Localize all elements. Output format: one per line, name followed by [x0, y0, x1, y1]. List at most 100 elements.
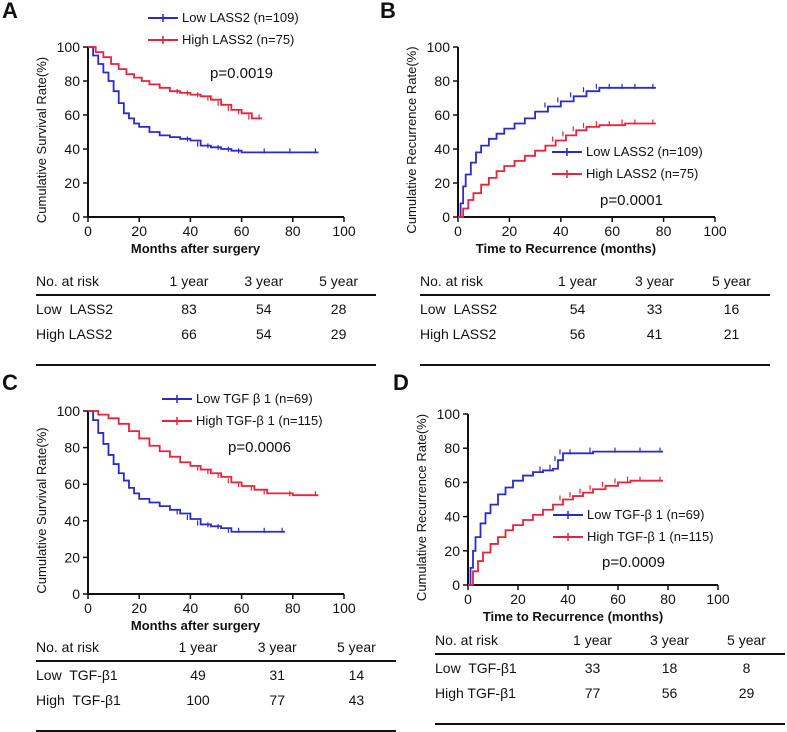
risk-count: 54 [569, 300, 586, 317]
risk-count: 56 [661, 684, 678, 701]
risk-count: 18 [661, 659, 678, 676]
risk-count: 66 [181, 325, 197, 342]
legend-label: High LASS2 (n=75) [182, 32, 294, 47]
risk-table-b: No. at risk 1 year 3 year 5 year Low LASS2 54… [420, 268, 770, 366]
legend-label: Low LASS2 (n=109) [586, 144, 703, 159]
y-tick-label: 0 [452, 577, 460, 593]
risk-group-label: Low LASS2 [420, 300, 498, 317]
risk-header-cell: No. at risk [36, 268, 152, 296]
x-tick-label: 0 [454, 223, 462, 239]
panel-c: C 0 20 40 60 80 100 0 20 40 60 80 100 Months after s… [0, 367, 396, 732]
risk-group-label: High TGF-β1 [435, 684, 516, 701]
risk-count: 8 [742, 659, 751, 676]
risk-table-bottom-rule [36, 346, 376, 366]
y-tick-label: 20 [444, 543, 460, 559]
risk-header-row: No. at risk 1 year 3 year 5 year [36, 268, 376, 296]
legend-label: Low LASS2 (n=109) [182, 10, 299, 25]
risk-count: 54 [256, 325, 272, 342]
y-tick-label: 80 [434, 73, 450, 89]
risk-header-cell: 5 year [708, 627, 785, 655]
risk-count: 16 [723, 300, 740, 317]
risk-table-bottom-rule [36, 712, 396, 732]
y-tick-label: 80 [64, 440, 80, 456]
y-tick-label: 60 [64, 107, 80, 123]
risk-header-cell: 3 year [237, 634, 317, 662]
risk-count: 33 [584, 659, 601, 676]
panel-letter: C [2, 370, 18, 395]
risk-header-cell: No. at risk [420, 268, 539, 296]
risk-count: 21 [723, 325, 740, 342]
y-tick-label: 80 [444, 440, 460, 456]
risk-header-cell: 5 year [301, 268, 376, 296]
y-tick-label: 100 [437, 406, 461, 422]
p-value-annotation: p=0.0001 [600, 192, 663, 209]
panel-b: B 0 20 40 60 80 100 0 20 40 60 80 100 Time to Recurr… [378, 0, 770, 366]
risk-count: 77 [584, 684, 601, 701]
risk-header-cell: 1 year [539, 268, 616, 296]
risk-row: Low TGF-β1 33 18 8 [435, 654, 785, 680]
legend-label: High TGF-β 1 (n=115) [587, 529, 714, 544]
risk-count: 43 [348, 691, 365, 708]
risk-group-label: High TGF-β1 [36, 691, 121, 708]
y-tick-label: 0 [442, 209, 450, 225]
y-tick-label: 20 [434, 175, 450, 191]
risk-group-label: High LASS2 [36, 325, 113, 342]
x-tick-label: 20 [131, 600, 147, 616]
x-axis-label: Months after surgery [131, 241, 261, 256]
risk-count: 33 [646, 300, 663, 317]
y-tick-label: 60 [434, 107, 450, 123]
panel-d: D 0 20 40 60 80 100 0 20 40 60 80 100 Time to Recurr… [385, 367, 785, 727]
risk-group-label: Low LASS2 [36, 300, 114, 317]
x-tick-label: 80 [285, 600, 301, 616]
p-value-annotation: p=0.0006 [228, 439, 291, 456]
km-curve [88, 46, 319, 154]
risk-count: 28 [330, 300, 347, 317]
km-curve [88, 410, 286, 533]
y-axis-label: Cumulative Survival Rate(%) [34, 427, 49, 593]
risk-count: 56 [569, 325, 586, 342]
risk-header-row: No. at risk 1 year 3 year 5 year [420, 268, 770, 296]
x-tick-label: 80 [660, 591, 676, 607]
x-tick-label: 0 [84, 600, 92, 616]
y-tick-label: 20 [64, 175, 80, 191]
risk-count: 77 [269, 691, 285, 708]
y-tick-label: 80 [64, 73, 80, 89]
risk-count: 41 [646, 325, 663, 342]
risk-count: 14 [348, 666, 365, 683]
risk-row: High TGF-β1 100 77 43 [36, 687, 396, 712]
risk-count: 49 [190, 666, 206, 683]
y-tick-label: 100 [57, 39, 81, 55]
x-tick-label: 60 [604, 223, 620, 239]
risk-header-row: No. at risk 1 year 3 year 5 year [36, 634, 396, 662]
risk-header-cell: 1 year [151, 268, 227, 296]
km-curve [458, 122, 656, 218]
x-tick-label: 80 [656, 223, 672, 239]
y-tick-label: 20 [64, 549, 80, 565]
x-tick-label: 20 [510, 591, 526, 607]
km-curve [468, 479, 663, 586]
km-chart-b: 0 20 40 60 80 100 0 20 40 60 80 100 Time to Recurren… [404, 39, 727, 256]
risk-table-d: No. at risk 1 year 3 year 5 year Low TGF-β1 3… [435, 627, 785, 725]
x-tick-label: 100 [332, 223, 356, 239]
risk-table-bottom-rule-cell [36, 712, 396, 732]
risk-count: 100 [186, 691, 210, 708]
km-curve [88, 46, 263, 120]
risk-table-bottom-rule-cell [36, 346, 376, 366]
km-curve [458, 86, 656, 218]
x-tick-label: 80 [285, 223, 301, 239]
y-tick-label: 100 [57, 403, 81, 419]
risk-table-bottom-rule [435, 705, 785, 725]
p-value-annotation: p=0.0019 [210, 65, 273, 82]
risk-table-bottom-rule-cell [420, 346, 770, 366]
legend-label: High TGF-β 1 (n=115) [196, 413, 323, 428]
y-tick-label: 100 [427, 39, 451, 55]
y-tick-label: 0 [72, 586, 80, 602]
risk-row: Low LASS2 54 33 16 [420, 295, 770, 321]
km-curve [468, 450, 663, 586]
x-tick-label: 40 [553, 223, 569, 239]
risk-header-row: No. at risk 1 year 3 year 5 year [435, 627, 785, 655]
x-tick-label: 100 [706, 591, 730, 607]
x-tick-label: 60 [610, 591, 626, 607]
x-tick-label: 100 [703, 223, 727, 239]
risk-header-cell: 5 year [693, 268, 770, 296]
